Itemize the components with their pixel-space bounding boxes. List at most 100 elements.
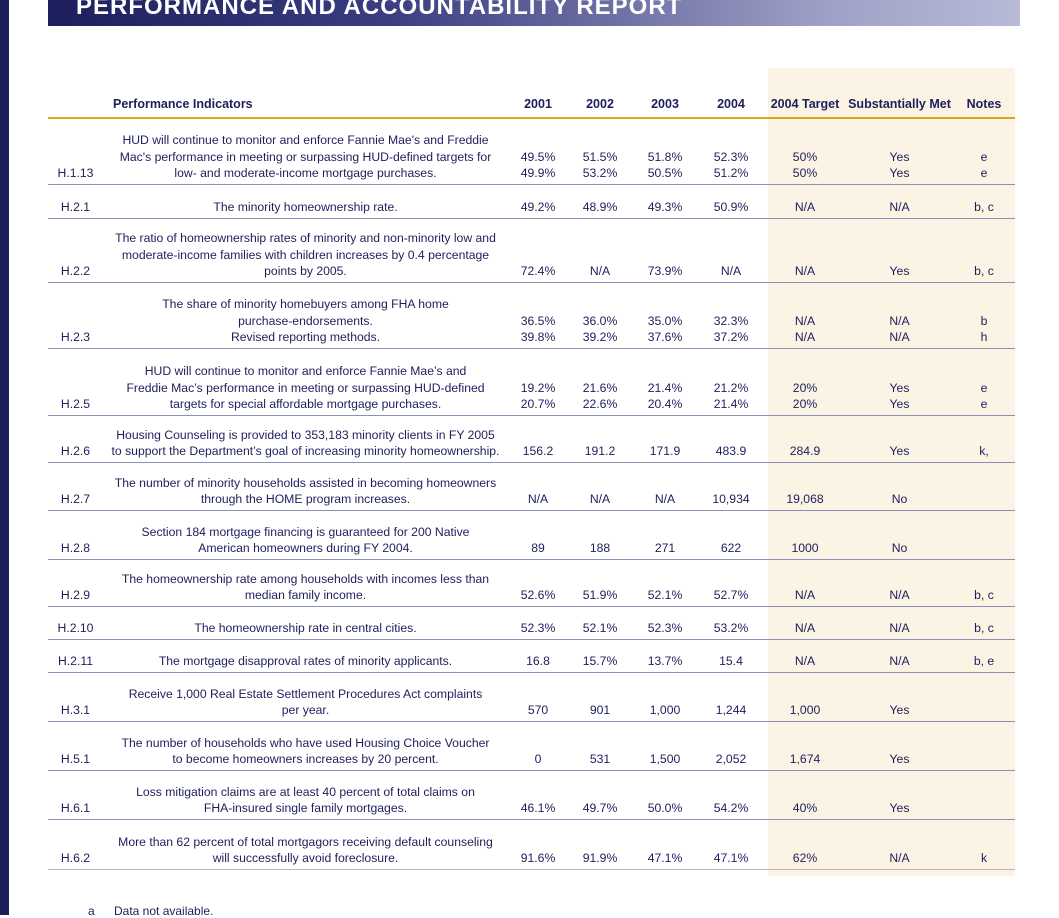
value-substantially-met: Yes	[846, 415, 953, 463]
value-substantially-met: Yes	[846, 721, 953, 771]
value-2004-target-line: N/A	[794, 200, 816, 214]
value-2002: N/A	[568, 462, 632, 511]
value-2003-line: 37.6%	[647, 330, 683, 344]
value-2001: 72.4%	[508, 218, 568, 283]
footnote-key: a	[88, 904, 95, 918]
value-notes: b, c	[953, 218, 1015, 283]
value-2004-target-line: 62%	[792, 851, 818, 865]
value-substantially-met-line: N/A	[889, 654, 910, 668]
column-header-2004-target: 2004 Target	[764, 68, 846, 119]
value-2004: 622	[698, 510, 764, 560]
indicator-description-line: The number of households who have used H…	[121, 735, 490, 750]
indicator-code: H.2.10	[48, 606, 103, 640]
value-2003: N/A	[632, 462, 698, 511]
value-substantially-met: N/A	[846, 184, 953, 219]
value-2004-target-line: 50%	[792, 166, 818, 180]
value-2001: 19.2% 20.7%	[508, 348, 568, 416]
value-2004-target-line: N/A	[794, 313, 816, 328]
value-2004-line: 2,052	[715, 752, 747, 766]
value-substantially-met-line: N/A	[889, 588, 910, 602]
value-notes	[953, 672, 1015, 722]
value-2003-line: 20.4%	[647, 397, 683, 411]
value-substantially-met-line: Yes	[889, 703, 910, 717]
value-2003: 35.0% 37.6%	[632, 282, 698, 349]
value-2004: 21.2% 21.4%	[698, 348, 764, 416]
value-2001: 0	[508, 721, 568, 771]
value-2002-line: N/A	[589, 492, 611, 506]
value-2003-line: 13.7%	[647, 654, 683, 668]
value-2001-line: 570	[527, 703, 549, 717]
value-substantially-met: N/A	[846, 639, 953, 673]
value-substantially-met-line: Yes	[889, 397, 910, 411]
value-2003-line: 50.5%	[647, 166, 683, 180]
value-2001: 52.3%	[508, 606, 568, 640]
value-2003: 73.9%	[632, 218, 698, 283]
value-2004-line: 32.3%	[713, 313, 749, 328]
value-2001-line: 16.8	[526, 654, 550, 668]
footnote: a Data not available.	[88, 904, 213, 918]
indicator-code: H.5.1	[48, 721, 103, 771]
value-2004-target: 20% 20%	[764, 348, 846, 416]
value-2002: 49.7%	[568, 770, 632, 820]
value-notes-line: h	[980, 330, 988, 344]
value-2003: 13.7%	[632, 639, 698, 673]
indicator-description-line: The mortgage disapproval rates of minori…	[158, 654, 453, 668]
indicator-description: Receive 1,000 Real Estate Settlement Pro…	[103, 672, 508, 722]
value-2001-line: 20.7%	[520, 397, 556, 411]
value-2004-line: N/A	[720, 264, 742, 278]
indicator-description-line: Freddie Mac’s performance in meeting or …	[126, 380, 485, 395]
value-2004-target-line: 20%	[792, 397, 818, 411]
value-2001: 49.5% 49.9%	[508, 118, 568, 185]
value-2002: 51.9%	[568, 559, 632, 607]
value-substantially-met: N/A	[846, 819, 953, 870]
value-notes-line: b, c	[974, 200, 994, 214]
value-2003: 51.8% 50.5%	[632, 118, 698, 185]
value-2003: 47.1%	[632, 819, 698, 870]
indicator-code: H.2.2	[48, 218, 103, 283]
value-2001-line: 52.6%	[520, 588, 556, 602]
indicator-code: H.2.11	[48, 639, 103, 673]
value-2003: 52.1%	[632, 559, 698, 607]
table-row: H.3.1 Receive 1,000 Real Estate Settlemen…	[48, 672, 1015, 722]
value-2003-line: 1,500	[649, 752, 681, 766]
value-substantially-met-line: Yes	[889, 380, 910, 395]
indicator-description: The homeownership rate among households …	[103, 559, 508, 607]
indicator-description-line: purchase-endorsements.	[238, 313, 373, 328]
left-edge-stripe	[0, 0, 9, 915]
indicator-description-line: moderate-income families with children i…	[121, 247, 490, 262]
value-2002-line: 188	[589, 541, 611, 555]
value-substantially-met-line: Yes	[889, 801, 910, 815]
value-2003: 171.9	[632, 415, 698, 463]
indicator-description-line: The number of minority households assist…	[114, 475, 497, 490]
indicator-description-line: FHA-insured single family mortgages.	[203, 801, 408, 815]
value-2001-line: 72.4%	[520, 264, 556, 278]
indicator-description: The number of households who have used H…	[103, 721, 508, 771]
value-2001: 52.6%	[508, 559, 568, 607]
indicator-description-line: per year.	[281, 703, 330, 717]
indicator-description-line: American homeowners during FY 2004.	[198, 541, 413, 555]
value-2004-target: N/A	[764, 639, 846, 673]
indicator-description: The number of minority households assist…	[103, 462, 508, 511]
table-row: H.2.6 Housing Counseling is provided to 3…	[48, 415, 1015, 463]
value-notes-line: e	[980, 166, 988, 180]
report-title: PERFORMANCE AND ACCOUNTABILITY REPORT	[76, 0, 683, 20]
value-substantially-met-line: N/A	[889, 621, 910, 635]
value-substantially-met: Yes	[846, 770, 953, 820]
indicator-description-line: Section 184 mortgage financing is guaran…	[141, 524, 470, 539]
value-2002-line: 531	[589, 752, 611, 766]
value-2001-line: 156.2	[522, 444, 554, 458]
indicator-code: H.6.1	[48, 770, 103, 820]
value-2003-line: N/A	[654, 492, 676, 506]
value-2003: 1,500	[632, 721, 698, 771]
value-notes-line: e	[980, 380, 988, 395]
column-header-code	[48, 68, 103, 119]
value-2002-line: N/A	[589, 264, 611, 278]
value-2003-line: 51.8%	[647, 149, 683, 164]
indicator-description-line: The minority homeownership rate.	[213, 200, 398, 214]
value-2001-line: 89	[531, 541, 545, 555]
value-2004-line: 21.4%	[713, 397, 749, 411]
value-2001-line: 36.5%	[520, 313, 556, 328]
value-substantially-met-line: No	[891, 541, 908, 555]
value-notes	[953, 721, 1015, 771]
indicator-description-line: median family income.	[244, 588, 367, 602]
